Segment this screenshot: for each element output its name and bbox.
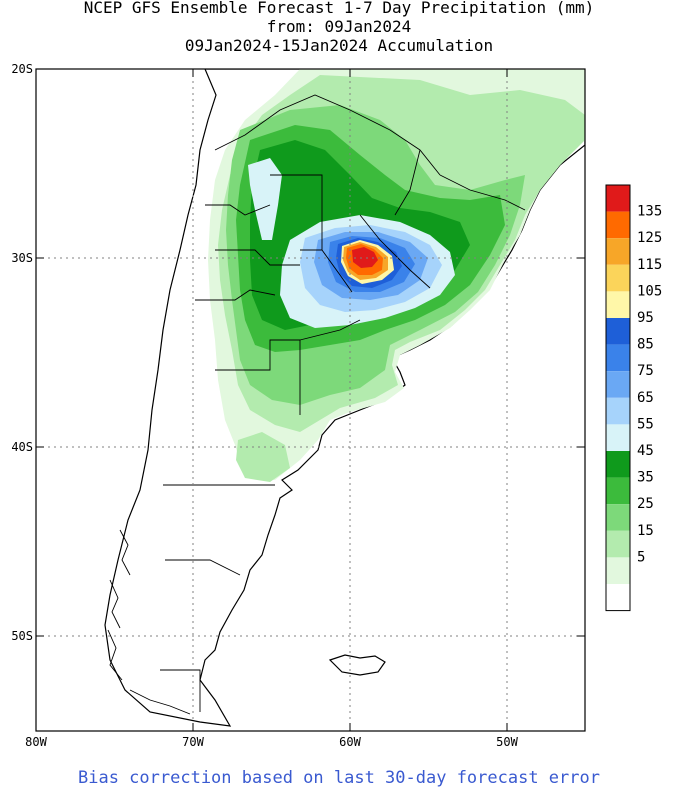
map-title: NCEP GFS Ensemble Forecast 1-7 Day Preci… — [83, 0, 595, 17]
legend-label: 45 — [637, 443, 654, 459]
legend-label: 25 — [637, 496, 654, 512]
legend-label: 55 — [637, 416, 654, 432]
legend-swatch — [606, 238, 630, 265]
legend-swatch — [606, 557, 630, 584]
bias-correction-note: Bias correction based on last 30-day for… — [78, 768, 600, 788]
lat-label: 30S — [11, 251, 33, 265]
legend-label: 105 — [637, 283, 662, 299]
falkland-islands — [328, 654, 386, 676]
political-borders — [160, 94, 526, 712]
legend-swatch — [606, 530, 630, 558]
chile-islands — [107, 529, 191, 715]
legend-swatch — [606, 477, 630, 505]
precip-dry-pocket — [248, 158, 282, 240]
legend-swatch — [606, 291, 630, 318]
legend-label: 35 — [637, 470, 654, 486]
legend-swatch — [606, 344, 630, 372]
legend-swatch — [606, 371, 630, 398]
legend-swatch — [606, 397, 630, 425]
legend-border — [605, 184, 631, 612]
lon-label: 80W — [25, 735, 47, 749]
lat-label: 50S — [11, 629, 33, 643]
legend-label: 5 — [637, 549, 645, 565]
precip-south-lobe — [236, 432, 290, 482]
legend-label: 135 — [637, 204, 662, 220]
legend-swatch — [606, 185, 630, 212]
lon-label: 60W — [339, 735, 361, 749]
lon-label: 50W — [496, 735, 518, 749]
legend-label: 95 — [637, 310, 654, 326]
map-frame — [35, 68, 586, 732]
legend-label: 65 — [637, 390, 654, 406]
lat-label: 40S — [11, 440, 33, 454]
legend-label: 15 — [637, 523, 654, 539]
legend-swatch — [606, 451, 630, 478]
legend-label: 115 — [637, 257, 662, 273]
legend-swatch — [606, 264, 630, 292]
precip-legend: 135 125 115 105 95 85 75 65 55 45 35 25 15 5 — [605, 184, 662, 612]
lat-label: 20S — [11, 62, 33, 76]
legend-label: 125 — [637, 230, 662, 246]
forecast-date: from: 09Jan2024 — [266, 17, 412, 36]
legend-swatch — [606, 424, 630, 451]
lon-label: 70W — [182, 735, 204, 749]
legend-swatch — [606, 318, 630, 345]
legend-swatch — [606, 504, 630, 531]
legend-label: 85 — [637, 337, 654, 353]
accumulation-period: 09Jan2024-15Jan2024 Accumulation — [184, 36, 494, 55]
legend-swatch — [606, 584, 630, 611]
legend-label: 75 — [637, 363, 654, 379]
legend-swatch — [606, 211, 630, 239]
precip-135mm-area — [352, 247, 378, 268]
axis-ticks — [36, 69, 585, 731]
map-grid — [36, 69, 585, 731]
